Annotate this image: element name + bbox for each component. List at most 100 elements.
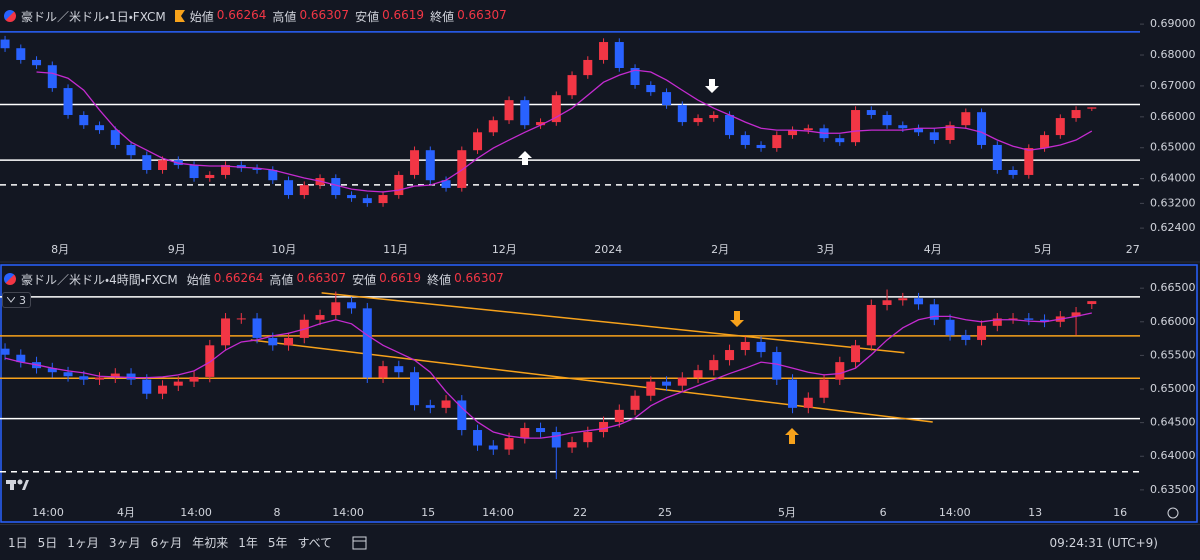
candle-body — [740, 341, 750, 351]
y-tick-label: 0.63200 — [1150, 196, 1196, 209]
candle-body — [583, 59, 593, 76]
candle-body — [693, 370, 703, 378]
candle-body — [236, 318, 246, 320]
candle-body — [79, 114, 89, 126]
candle-body — [252, 318, 262, 338]
up-arrow — [785, 428, 799, 444]
candle-body — [614, 42, 624, 68]
range-button[interactable]: 6ヶ月 — [150, 536, 183, 550]
candle-body — [441, 400, 451, 408]
candle-body — [630, 68, 640, 85]
y-tick-label: 0.66500 — [1150, 281, 1196, 294]
range-button[interactable]: 1日 — [8, 536, 28, 550]
y-tick-label: 0.66000 — [1150, 110, 1196, 123]
candle-body — [1055, 118, 1065, 136]
range-button[interactable]: 1ヶ月 — [67, 536, 99, 550]
y-tick-label: 0.68000 — [1150, 48, 1196, 61]
range-button[interactable]: すべて — [297, 536, 333, 550]
candle-body — [47, 65, 57, 89]
x-tick-label: 16 — [1113, 506, 1127, 519]
candle-body — [205, 174, 215, 179]
candle-body — [126, 373, 136, 380]
x-tick-label: 14:00 — [482, 506, 514, 519]
candle-body — [866, 304, 876, 346]
candle-body — [504, 438, 514, 450]
candle-body — [992, 144, 1002, 170]
candle-body — [1087, 107, 1097, 109]
candle-body — [977, 325, 987, 340]
range-button[interactable]: 5日 — [37, 536, 58, 550]
candle-body — [16, 354, 26, 363]
chart-area: 0.69000 0.68000 0.67000 0.66000 0.65000 0.640… — [0, 17, 1200, 523]
symbol-icon — [4, 10, 16, 22]
x-tick-label: 14:00 — [332, 506, 364, 519]
candle-body — [677, 105, 687, 123]
candle-body — [441, 180, 451, 188]
candle-body — [1024, 148, 1034, 175]
candle-body — [362, 198, 372, 204]
ohlc: 始値 0.66264 高値 0.66307 安値 0.6619 終値 0.66307 — [190, 8, 510, 25]
range-button[interactable]: 5年 — [267, 536, 288, 550]
candle-body — [898, 298, 908, 301]
candle-body — [851, 345, 861, 363]
candle-body — [504, 100, 514, 121]
candle-body — [646, 381, 656, 396]
indicator-toggle[interactable]: 3 — [2, 292, 31, 308]
candle-body — [473, 132, 483, 151]
candle-body — [882, 114, 892, 126]
bottom-toolbar: 1日 5日 1ヶ月 3ヶ月 6ヶ月 年初来 1年 5年 すべて 09:24:31 (UTC+9) — [0, 524, 1200, 560]
candle-body — [299, 185, 309, 196]
candle-body — [756, 341, 766, 353]
x-tick-label: 9月 — [168, 243, 186, 256]
candle-body — [772, 135, 782, 149]
range-button[interactable]: 年初来 — [192, 536, 229, 550]
y-tick-label: 0.67000 — [1150, 79, 1196, 92]
candle-body — [693, 118, 703, 123]
candle-body — [788, 379, 798, 408]
ohlc-value: 0.6619 — [382, 7, 425, 22]
candle-body — [882, 300, 892, 305]
y-tick-label: 0.64500 — [1150, 416, 1196, 429]
ohlc-value: 0.66307 — [296, 270, 347, 285]
candle-body — [725, 350, 735, 361]
candle-body — [756, 144, 766, 149]
x-tick-label: 2月 — [711, 243, 729, 256]
ohlc-label: 終値 — [427, 272, 452, 287]
x-tick-label: 14:00 — [180, 506, 212, 519]
y-tick-label: 0.65000 — [1150, 141, 1196, 154]
candle-body — [410, 150, 420, 175]
candle-body — [803, 128, 813, 131]
date-range-icon[interactable] — [350, 533, 370, 553]
candle-body — [0, 348, 10, 355]
candle-body — [189, 165, 199, 179]
candle-body — [1040, 319, 1050, 322]
range-buttons: 1日 5日 1ヶ月 3ヶ月 6ヶ月 年初来 1年 5年 すべて — [4, 530, 336, 555]
candle-body — [126, 144, 136, 156]
candle-body — [898, 125, 908, 129]
candle-body — [158, 160, 168, 170]
candle-body — [630, 395, 640, 410]
candle-body — [1008, 318, 1018, 320]
range-button[interactable]: 1年 — [238, 536, 258, 550]
candle-body — [1040, 135, 1050, 149]
candle-body — [961, 112, 971, 126]
candle-body — [142, 379, 152, 394]
x-tick-label: 14:00 — [939, 506, 971, 519]
plot — [0, 31, 1140, 207]
candle-body — [536, 122, 546, 126]
candle-body — [1071, 312, 1081, 317]
candle-body — [268, 170, 278, 181]
candle-body — [79, 376, 89, 380]
candle-body — [929, 304, 939, 320]
candle-body — [0, 39, 10, 49]
ohlc-label: 安値 — [352, 272, 377, 287]
candle-body — [599, 421, 609, 433]
settings-icon[interactable] — [1167, 507, 1179, 519]
x-tick-label: 8月 — [51, 243, 69, 256]
x-tick-label: 5月 — [1034, 243, 1052, 256]
range-button[interactable]: 3ヶ月 — [108, 536, 141, 550]
candle-body — [945, 319, 955, 336]
candle-body — [520, 428, 530, 439]
candle-body — [63, 372, 73, 377]
x-tick-label: 12月 — [492, 243, 517, 256]
